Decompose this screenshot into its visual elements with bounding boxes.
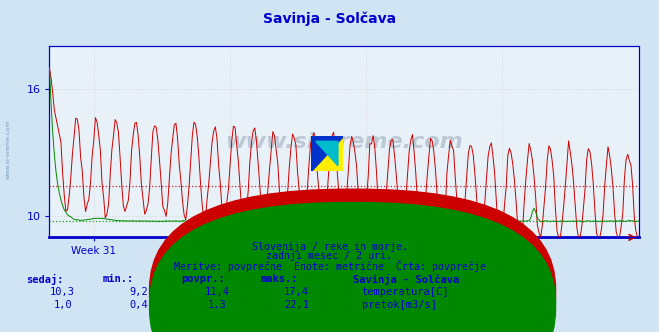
Text: temperatura[C]: temperatura[C] — [362, 287, 449, 297]
Polygon shape — [311, 136, 343, 171]
Polygon shape — [311, 136, 343, 171]
Text: sedaj:: sedaj: — [26, 274, 64, 285]
Text: pretok[m3/s]: pretok[m3/s] — [362, 300, 437, 310]
Text: 1,3: 1,3 — [208, 300, 227, 310]
Text: povpr.:: povpr.: — [181, 274, 225, 284]
Polygon shape — [316, 141, 338, 166]
Text: Savinja - Solčava: Savinja - Solčava — [353, 274, 459, 285]
Text: Meritve: povprečne  Enote: metrične  Črta: povprečje: Meritve: povprečne Enote: metrične Črta:… — [173, 260, 486, 272]
Text: Slovenija / reke in morje.: Slovenija / reke in morje. — [252, 242, 407, 252]
Text: 9,2: 9,2 — [129, 287, 148, 297]
Text: Savinja - Solčava: Savinja - Solčava — [263, 12, 396, 26]
Text: zadnji mesec / 2 uri.: zadnji mesec / 2 uri. — [266, 251, 393, 261]
Text: 0,4: 0,4 — [129, 300, 148, 310]
Text: maks.:: maks.: — [260, 274, 298, 284]
Text: 22,1: 22,1 — [284, 300, 309, 310]
Text: 10,3: 10,3 — [50, 287, 75, 297]
Text: 17,4: 17,4 — [284, 287, 309, 297]
Text: 11,4: 11,4 — [205, 287, 230, 297]
Text: www.si-vreme.com: www.si-vreme.com — [225, 132, 463, 152]
Text: min.:: min.: — [102, 274, 133, 284]
Text: www.si-vreme.com: www.si-vreme.com — [6, 120, 11, 179]
Text: 1,0: 1,0 — [53, 300, 72, 310]
